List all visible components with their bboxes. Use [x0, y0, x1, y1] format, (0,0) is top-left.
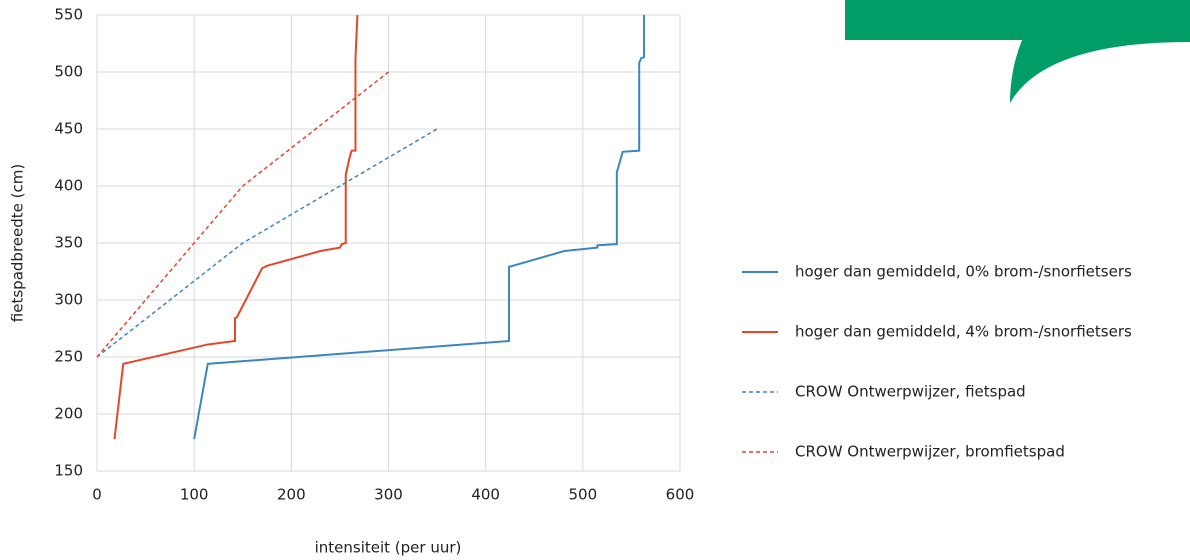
x-tick-label: 100	[180, 486, 209, 504]
y-tick-label: 400	[54, 177, 83, 195]
y-axis-label: fietspadbreedte (cm)	[9, 164, 27, 322]
x-tick-label: 400	[471, 486, 500, 504]
y-tick-label: 450	[54, 120, 83, 138]
y-tick-label: 300	[54, 291, 83, 309]
decor-banner	[845, 0, 1190, 40]
decor-tail	[1010, 40, 1190, 103]
series-line	[193, 15, 646, 440]
series-line	[96, 128, 438, 358]
series-line	[96, 71, 389, 358]
y-tick-label: 200	[54, 405, 83, 423]
x-tick-label: 0	[92, 486, 102, 504]
x-tick-label: 200	[277, 486, 306, 504]
series-line	[113, 14, 359, 440]
y-tick-label: 250	[54, 348, 83, 366]
x-tick-label: 300	[374, 486, 403, 504]
legend-label: CROW Ontwerpwijzer, bromfietspad	[795, 443, 1065, 461]
y-tick-label: 150	[54, 462, 83, 480]
x-tick-label: 500	[569, 486, 598, 504]
legend-label: hoger dan gemiddeld, 4% brom-/snorfietse…	[795, 323, 1132, 341]
y-tick-label: 350	[54, 234, 83, 252]
legend-label: hoger dan gemiddeld, 0% brom-/snorfietse…	[795, 263, 1132, 281]
x-tick-label: 600	[666, 486, 695, 504]
legend-label: CROW Ontwerpwijzer, fietspad	[795, 383, 1026, 401]
y-tick-label: 500	[54, 63, 83, 81]
x-axis-label: intensiteit (per uur)	[315, 539, 462, 557]
y-tick-label: 550	[54, 6, 83, 24]
